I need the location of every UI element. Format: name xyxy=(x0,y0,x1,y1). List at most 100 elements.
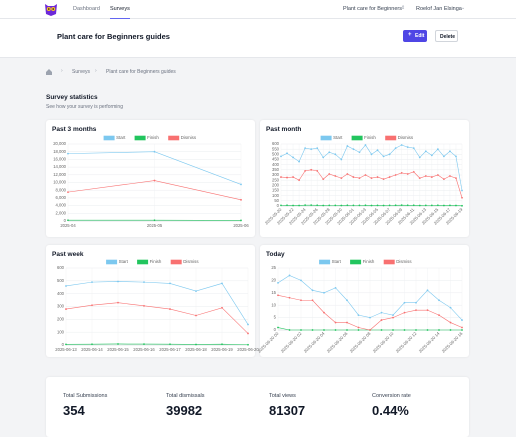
data-point xyxy=(143,343,145,345)
y-tick-label: 100 xyxy=(272,193,280,198)
data-point xyxy=(438,314,440,316)
page: Dashboard Surveys Plant care for Beginne… xyxy=(0,0,516,426)
data-point xyxy=(425,204,427,206)
data-point xyxy=(425,150,427,152)
data-point xyxy=(334,153,336,155)
data-point xyxy=(437,174,439,176)
data-point xyxy=(304,147,306,149)
data-point xyxy=(450,307,452,309)
y-tick-label: 10,000 xyxy=(53,180,66,185)
data-point xyxy=(247,333,249,335)
x-tick-label: 2025-06-13 xyxy=(55,347,77,352)
x-tick-label: 2025-06-20 16 xyxy=(441,330,464,353)
data-point xyxy=(240,199,242,201)
data-point xyxy=(425,175,427,177)
data-point xyxy=(455,156,457,158)
x-tick-label: 2025-06-16 xyxy=(133,347,155,352)
data-point xyxy=(346,145,348,147)
data-point xyxy=(437,204,439,206)
data-point xyxy=(323,329,325,331)
data-point xyxy=(195,344,197,346)
data-point xyxy=(310,169,312,171)
data-point xyxy=(389,153,391,155)
data-point xyxy=(169,283,171,285)
data-point xyxy=(154,180,156,182)
legend-label: Start xyxy=(119,259,129,264)
data-point xyxy=(286,177,288,179)
data-point xyxy=(415,329,417,331)
data-point xyxy=(392,317,394,319)
data-point xyxy=(389,176,391,178)
data-point xyxy=(289,329,291,331)
data-point xyxy=(346,329,348,331)
legend-label: Finish xyxy=(147,135,159,140)
data-point xyxy=(461,327,463,329)
y-tick-label: 8,000 xyxy=(56,187,67,192)
y-tick-label: 350 xyxy=(272,167,280,172)
data-point xyxy=(169,343,171,345)
data-point xyxy=(461,190,463,192)
data-point xyxy=(407,173,409,175)
data-point xyxy=(292,157,294,159)
x-tick-label: 2025-06-20 04 xyxy=(303,330,326,353)
data-point xyxy=(292,205,294,207)
data-point xyxy=(143,305,145,307)
data-point xyxy=(443,156,445,158)
data-point xyxy=(65,285,67,287)
legend-swatch xyxy=(352,136,362,140)
data-point xyxy=(300,329,302,331)
data-point xyxy=(377,149,379,151)
data-point xyxy=(323,312,325,314)
legend-label: Finish xyxy=(363,259,375,264)
data-point xyxy=(91,304,93,306)
data-point xyxy=(431,154,433,156)
data-point xyxy=(383,205,385,207)
data-point xyxy=(419,157,421,159)
data-point xyxy=(286,152,288,154)
data-point xyxy=(358,314,360,316)
data-point xyxy=(195,315,197,317)
y-tick-label: 50 xyxy=(274,198,279,203)
data-point xyxy=(389,204,391,206)
data-point xyxy=(461,319,463,321)
data-point xyxy=(65,308,67,310)
data-point xyxy=(353,148,355,150)
x-tick-label: 2025-06-20 10 xyxy=(372,330,395,353)
y-tick-label: 4,000 xyxy=(56,203,67,208)
x-tick-label: 2025-06-14 xyxy=(81,347,103,352)
y-tick-label: 2,000 xyxy=(56,210,67,215)
y-tick-label: 600 xyxy=(272,141,280,146)
legend-swatch xyxy=(104,136,114,140)
data-point xyxy=(358,329,360,331)
data-point xyxy=(369,329,371,331)
data-point xyxy=(392,314,394,316)
data-point xyxy=(431,204,433,206)
data-point xyxy=(371,177,373,179)
data-point xyxy=(286,204,288,206)
series-line xyxy=(66,344,248,345)
data-point xyxy=(240,220,242,222)
legend-swatch xyxy=(138,260,148,264)
data-point xyxy=(449,150,451,152)
x-tick-label: 2025-06 xyxy=(233,223,249,228)
data-point xyxy=(310,204,312,206)
data-point xyxy=(404,329,406,331)
data-point xyxy=(346,204,348,206)
data-point xyxy=(419,205,421,207)
data-point xyxy=(221,343,223,345)
data-point xyxy=(427,289,429,291)
data-point xyxy=(322,205,324,207)
y-tick-label: 14,000 xyxy=(53,164,66,169)
y-tick-label: 25 xyxy=(271,265,276,270)
data-point xyxy=(371,153,373,155)
legend-swatch xyxy=(107,260,117,264)
x-tick-label: 2025-06-20 00 xyxy=(257,330,280,353)
data-point xyxy=(335,322,337,324)
legend-swatch xyxy=(320,260,330,264)
data-point xyxy=(353,204,355,206)
data-point xyxy=(67,153,69,155)
data-point xyxy=(407,146,409,148)
data-point xyxy=(438,329,440,331)
data-point xyxy=(381,319,383,321)
data-point xyxy=(277,327,279,329)
